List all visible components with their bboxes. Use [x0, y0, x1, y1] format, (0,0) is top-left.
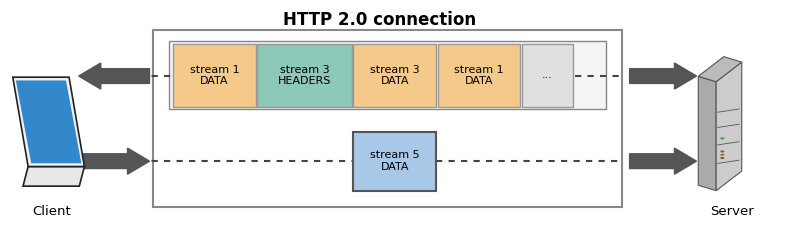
Bar — [257, 44, 352, 107]
Text: stream 1
DATA: stream 1 DATA — [454, 65, 504, 86]
Bar — [153, 30, 622, 207]
FancyArrow shape — [79, 148, 150, 174]
Polygon shape — [716, 62, 742, 191]
Circle shape — [721, 154, 723, 155]
FancyArrow shape — [630, 148, 696, 174]
Bar — [173, 44, 256, 107]
Text: stream 5
DATA: stream 5 DATA — [370, 150, 419, 172]
FancyArrow shape — [630, 63, 696, 89]
Bar — [438, 44, 520, 107]
Polygon shape — [16, 80, 81, 163]
Text: ...: ... — [542, 70, 552, 81]
Polygon shape — [13, 77, 84, 167]
Text: Server: Server — [710, 205, 754, 218]
FancyArrow shape — [79, 63, 150, 89]
Text: HTTP 2.0 connection: HTTP 2.0 connection — [283, 11, 476, 29]
Circle shape — [721, 138, 723, 139]
Text: stream 3
DATA: stream 3 DATA — [370, 65, 419, 86]
Polygon shape — [23, 167, 84, 186]
Polygon shape — [698, 76, 716, 191]
Text: stream 3
HEADERS: stream 3 HEADERS — [278, 65, 331, 86]
Bar — [353, 44, 436, 107]
Bar — [522, 44, 573, 107]
Polygon shape — [698, 57, 742, 82]
Bar — [353, 132, 436, 191]
Text: Client: Client — [31, 205, 71, 218]
Bar — [169, 41, 606, 109]
Text: stream 1
DATA: stream 1 DATA — [190, 65, 239, 86]
Circle shape — [721, 151, 723, 152]
